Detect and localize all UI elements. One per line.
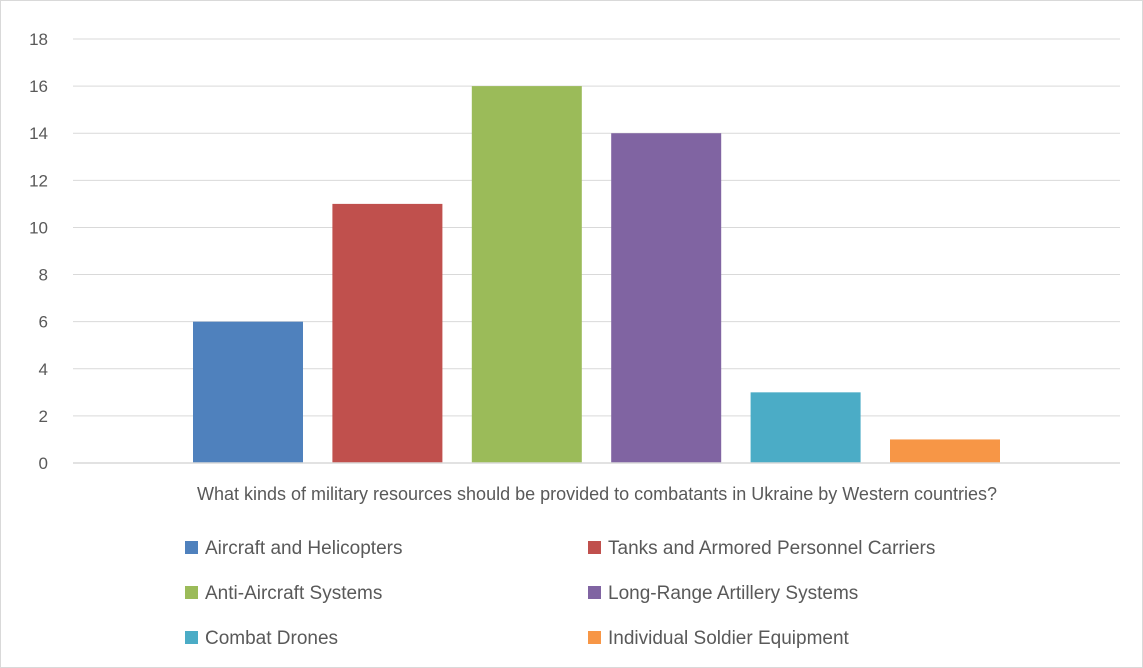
legend-swatch <box>185 631 198 644</box>
y-tick-label: 14 <box>29 124 48 143</box>
bars <box>193 86 1000 463</box>
legend-label: Long-Range Artillery Systems <box>608 583 858 604</box>
bar <box>332 203 443 463</box>
y-tick-label: 4 <box>39 360 48 379</box>
legend-label: Aircraft and Helicopters <box>205 538 402 559</box>
bar <box>611 133 722 463</box>
bar <box>471 86 582 463</box>
legend-label: Individual Soldier Equipment <box>608 628 850 649</box>
y-tick-label: 8 <box>39 266 48 285</box>
legend-label: Anti-Aircraft Systems <box>205 583 382 604</box>
y-tick-label: 12 <box>29 171 48 190</box>
y-tick-label: 10 <box>29 218 48 237</box>
bar <box>750 392 861 463</box>
legend-label: Tanks and Armored Personnel Carriers <box>608 538 935 559</box>
bar <box>193 321 303 463</box>
legend: Aircraft and Helicopters Tanks and Armore… <box>185 538 935 649</box>
y-axis-ticks: 0 2 4 6 8 10 12 14 16 18 <box>29 30 48 473</box>
x-axis-label: What kinds of military resources should … <box>197 484 997 504</box>
legend-swatch <box>588 541 601 554</box>
y-tick-label: 18 <box>29 30 48 49</box>
y-tick-label: 6 <box>39 313 48 332</box>
legend-swatch <box>588 586 601 599</box>
legend-swatch <box>185 541 198 554</box>
y-tick-label: 0 <box>39 454 48 473</box>
legend-label: Combat Drones <box>205 628 338 649</box>
y-tick-label: 2 <box>39 407 48 426</box>
y-tick-label: 16 <box>29 77 48 96</box>
legend-swatch <box>185 586 198 599</box>
legend-swatch <box>588 631 601 644</box>
bar <box>890 439 1000 463</box>
